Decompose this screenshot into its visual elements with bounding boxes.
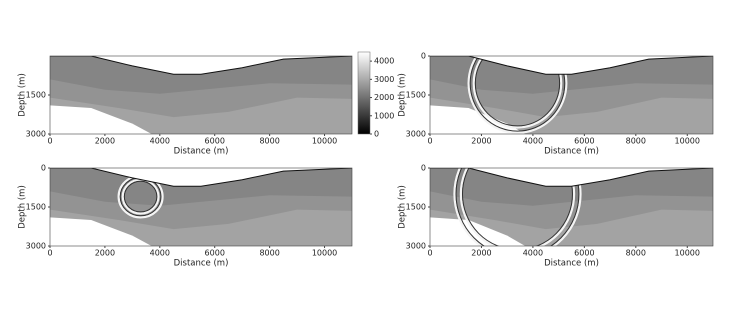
topography [50,168,352,187]
colorbar [357,51,371,135]
y-tick-label: 3000 [406,130,426,139]
layer-wedge [50,217,152,246]
y-tick-label: 1500 [26,203,46,212]
x-tick-label: 4000 [150,137,170,146]
x-axis-label: Distance (m) [544,259,599,269]
colorbar-tick-label: 1000 [374,111,394,120]
x-tick-label: 2000 [471,249,491,258]
panel [430,56,713,134]
wavefronts [467,56,568,134]
layer-wedge [430,105,526,134]
y-axis-label: Depth (m) [18,73,28,117]
x-tick-label: 0 [427,249,432,258]
wavefront [123,180,158,213]
wavefront [461,168,573,246]
wavefront [455,168,580,246]
x-tick-label: 10000 [675,137,700,146]
x-tick-label: 8000 [626,137,646,146]
y-tick-label: 1500 [26,91,46,100]
colorbar-tick-label: 3000 [374,75,394,84]
x-tick-label: 0 [47,249,52,258]
x-tick-label: 10000 [312,137,337,146]
y-tick-label: 1500 [406,203,426,212]
x-axis-label: Distance (m) [174,259,229,269]
x-tick-label: 6000 [205,249,225,258]
colorbar-tick-label: 0 [374,130,379,139]
colorbar-tick-label: 4000 [374,57,394,66]
wavefront [474,56,561,127]
y-tick-label: 3000 [406,242,426,251]
x-tick-label: 2000 [471,137,491,146]
x-tick-label: 6000 [205,137,225,146]
x-axis-label: Distance (m) [544,147,599,157]
topography [430,168,713,187]
x-tick-label: 8000 [259,249,279,258]
colorbar-tick-label: 2000 [374,93,394,102]
y-axis-label: Depth (m) [398,73,408,117]
y-tick-label: 3000 [26,242,46,251]
wavefront [453,168,582,246]
y-tick-label: 0 [421,164,426,173]
wavefront [469,56,566,132]
panel [50,56,352,134]
x-tick-label: 6000 [574,249,594,258]
x-tick-label: 2000 [95,137,115,146]
topography [430,56,713,75]
y-tick-label: 0 [421,52,426,61]
x-tick-label: 6000 [574,137,594,146]
x-tick-label: 8000 [259,137,279,146]
x-tick-label: 4000 [150,249,170,258]
wavefronts [453,168,582,246]
layer-wedge [50,105,152,134]
x-tick-label: 10000 [312,249,337,258]
wavefront [459,168,576,246]
topography [50,56,352,75]
x-tick-label: 0 [47,137,52,146]
x-tick-label: 8000 [626,249,646,258]
wavefront [472,56,563,129]
y-tick-label: 1500 [406,91,426,100]
y-axis-label: Depth (m) [18,185,28,229]
panel [430,168,713,246]
x-tick-label: 10000 [675,249,700,258]
x-tick-label: 0 [427,137,432,146]
x-tick-label: 4000 [523,249,543,258]
x-axis-label: Distance (m) [174,147,229,157]
y-tick-label: 0 [41,164,46,173]
y-tick-label: 3000 [26,130,46,139]
x-tick-label: 4000 [523,137,543,146]
wavefront [467,56,568,134]
y-axis-label: Depth (m) [398,185,408,229]
panel [50,168,352,246]
x-tick-label: 2000 [95,249,115,258]
